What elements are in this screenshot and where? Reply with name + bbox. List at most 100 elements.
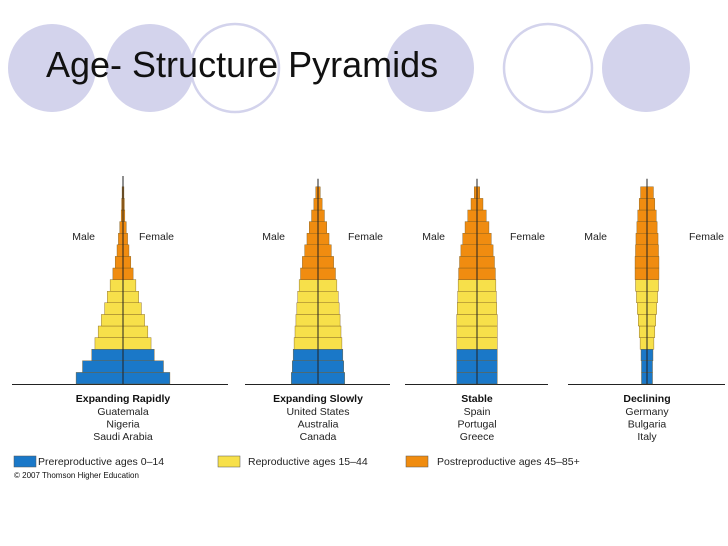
country-label: Bulgaria [628, 419, 667, 431]
female-bar [646, 244, 659, 257]
country-label: Guatemala [97, 406, 149, 418]
male-bar [467, 209, 478, 222]
male-bar [634, 267, 648, 280]
male-bar [635, 279, 648, 292]
male-bar [457, 279, 478, 292]
female-label: Female [689, 231, 724, 243]
male-bar [640, 349, 648, 362]
female-bar [122, 302, 142, 315]
female-bar [646, 337, 655, 350]
male-bar [75, 372, 124, 385]
country-label: Greece [460, 431, 495, 443]
male-bar [456, 360, 478, 373]
country-label: Spain [464, 406, 491, 418]
female-bar [476, 232, 492, 245]
female-bar [476, 337, 498, 350]
female-bar [317, 221, 327, 234]
male-bar [457, 291, 478, 304]
female-bar [476, 221, 490, 234]
page-title: Age- Structure Pyramids [46, 44, 439, 85]
female-bar [646, 256, 660, 269]
male-bar [459, 256, 478, 269]
male-bar [637, 302, 648, 315]
male-bar [291, 372, 319, 385]
female-bar [122, 360, 164, 373]
decorative-circle [189, 22, 281, 114]
male-bar [296, 302, 319, 315]
male-bar [114, 256, 124, 269]
female-bar [646, 198, 656, 211]
male-bar [304, 244, 319, 257]
female-bar [317, 360, 344, 373]
male-bar [638, 198, 648, 211]
male-bar [456, 372, 478, 385]
female-bar [646, 302, 657, 315]
female-bar [122, 325, 149, 338]
female-bar [317, 302, 340, 315]
female-bar [122, 232, 128, 245]
legend-swatch-reproductive [217, 455, 241, 468]
country-label: Portugal [457, 419, 496, 431]
female-bar [317, 279, 338, 292]
legend: Prereproductive ages 0–14 Reproductive ag… [13, 455, 580, 468]
female-bar [317, 372, 345, 385]
male-bar [292, 349, 319, 362]
male-bar [635, 232, 648, 245]
male-bar [635, 244, 648, 257]
female-bar [476, 314, 498, 327]
male-label: Male [422, 231, 445, 243]
male-bar [104, 302, 124, 315]
female-bar [317, 209, 325, 222]
male-bar [458, 267, 478, 280]
male-bar [309, 221, 319, 234]
female-bar [646, 186, 654, 199]
male-bar [636, 291, 648, 304]
copyright-credit: © 2007 Thomson Higher Education [14, 471, 139, 480]
female-bar [317, 325, 342, 338]
male-bar [97, 325, 124, 338]
decorative-circle [8, 24, 96, 112]
female-bar [122, 267, 134, 280]
female-bar [646, 372, 653, 385]
male-bar [638, 325, 648, 338]
male-bar [297, 291, 319, 304]
female-bar [122, 279, 137, 292]
male-label: Male [72, 231, 95, 243]
male-bar [295, 314, 319, 327]
female-bar [122, 244, 130, 257]
male-bar [292, 360, 319, 373]
male-bar [313, 198, 319, 211]
male-bar [636, 221, 648, 234]
male-bar [306, 232, 319, 245]
male-bar [641, 360, 648, 373]
female-bar [317, 337, 343, 350]
legend-label-prereproductive: Prereproductive ages 0–14 [38, 456, 164, 468]
female-bar [646, 314, 656, 327]
male-bar [456, 314, 478, 327]
female-label: Female [510, 231, 545, 243]
country-label: Nigeria [106, 419, 139, 431]
male-bar [294, 325, 319, 338]
male-bar [634, 256, 648, 269]
female-bar [476, 267, 496, 280]
legend-swatch-postreproductive [405, 455, 429, 468]
male-bar [82, 360, 124, 373]
female-bar [646, 209, 657, 222]
pyramid-title: Declining [623, 393, 670, 405]
male-bar [462, 232, 478, 245]
female-bar [122, 349, 155, 362]
female-bar [317, 198, 323, 211]
country-label: Canada [300, 431, 337, 443]
male-bar [470, 198, 478, 211]
female-bar [476, 244, 494, 257]
male-bar [107, 291, 124, 304]
female-bar [476, 349, 498, 362]
female-bar [646, 232, 659, 245]
pyramid-title: Stable [461, 393, 493, 405]
male-label: Male [584, 231, 607, 243]
